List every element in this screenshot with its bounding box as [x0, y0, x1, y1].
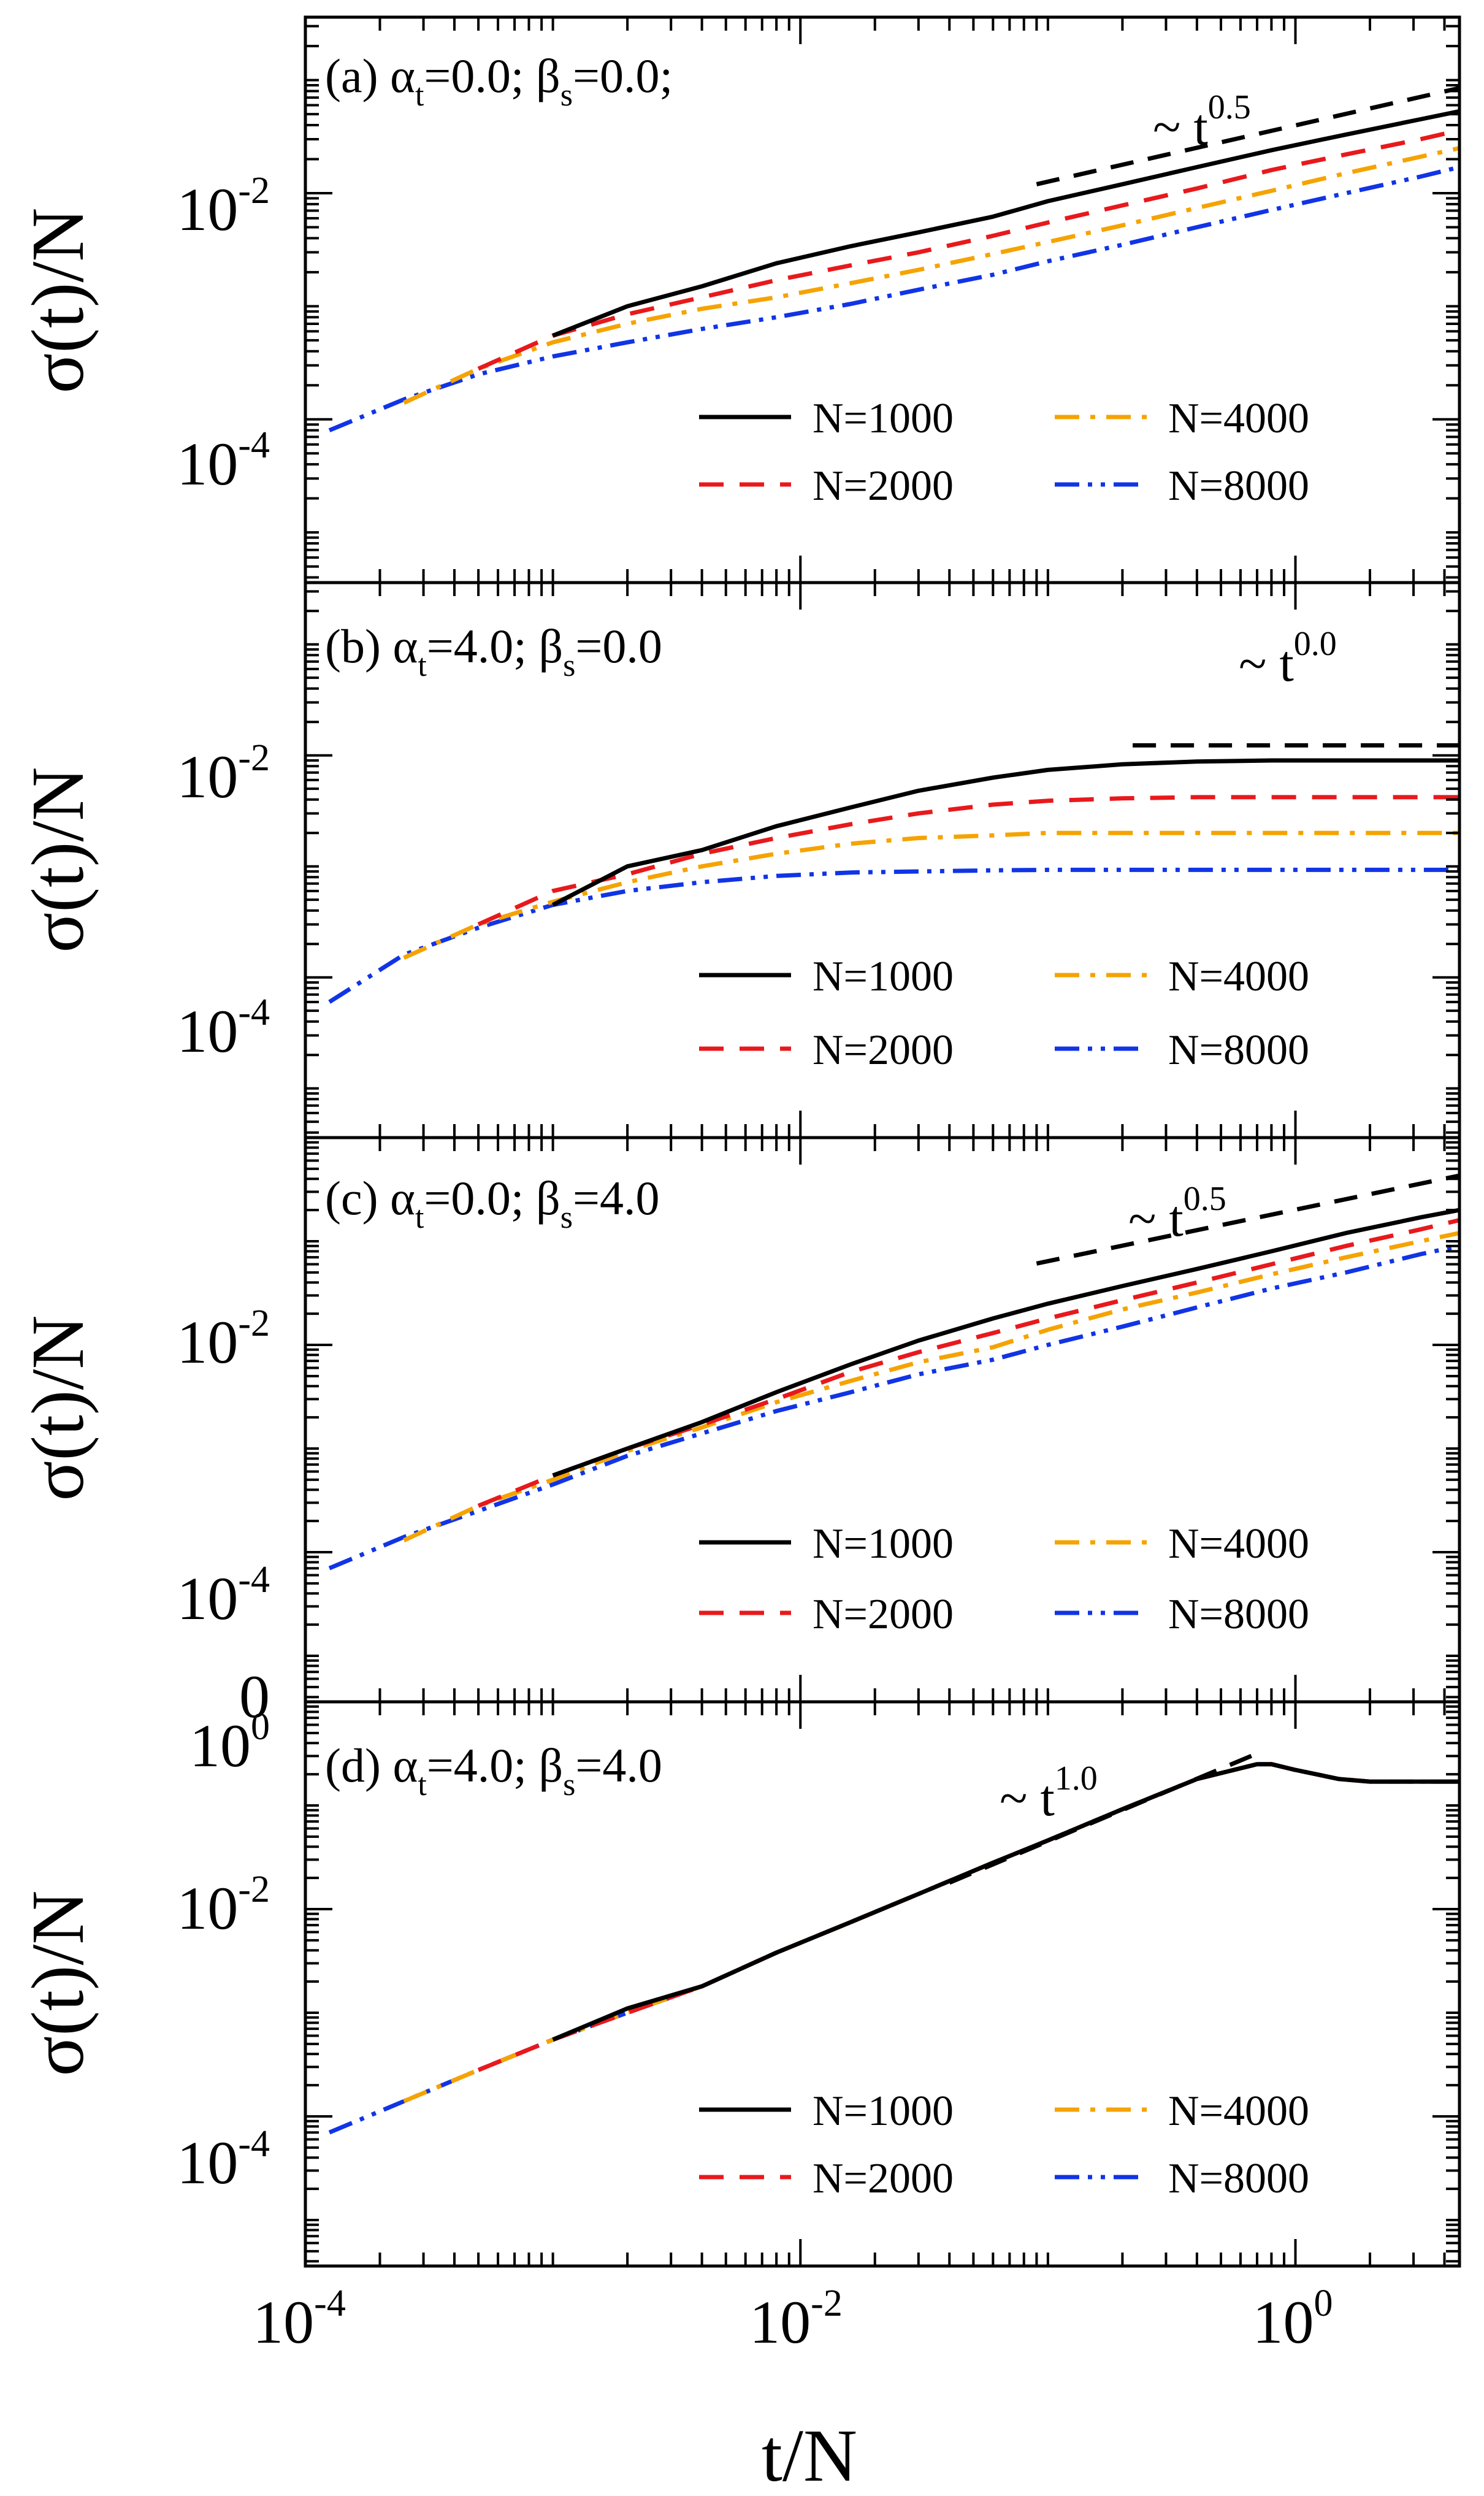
x-tick-label: 100 — [1253, 2283, 1333, 2356]
x-axis-title: t/N — [762, 2414, 857, 2496]
y-axis-title-b: σ(t)/N — [17, 767, 99, 953]
series-line-n-2000 — [477, 128, 1460, 371]
legend: N=1000 N=2000 N=4000 N=8000 — [699, 953, 1309, 1074]
series-line-n-1000 — [552, 109, 1460, 338]
y-tick-label: 10-4 — [177, 2123, 270, 2197]
svg-text:σ(t)/N: σ(t)/N — [17, 1891, 99, 2077]
series-line-n-4000 — [403, 830, 1459, 960]
legend: N=1000 N=2000 N=4000 N=8000 — [699, 395, 1309, 510]
panel-label: (d) αt=4.0; βs=4.0 — [325, 1739, 662, 1802]
legend: N=1000 N=2000 N=4000 N=8000 — [699, 2088, 1309, 2202]
legend: N=1000 N=2000 N=4000 N=8000 — [699, 1520, 1309, 1638]
series-line-n-1000 — [552, 1762, 1459, 2042]
series-line-n-4000 — [403, 1231, 1460, 1542]
legend-label: N=2000 — [813, 1591, 954, 1638]
legend-label: N=8000 — [1168, 1591, 1309, 1638]
slope-guide-line — [948, 1748, 1266, 1885]
slope-annotation: ~ t0.5 — [1128, 1180, 1226, 1247]
legend-label: N=4000 — [1168, 395, 1309, 442]
legend-label: N=8000 — [1168, 2155, 1309, 2202]
panel-label: (c) αt=0.0; βs=4.0 — [325, 1171, 660, 1235]
panel-label: (b) αt=4.0; βs=0.0 — [325, 619, 662, 683]
series-layer-b — [328, 758, 1459, 1004]
tick-layer-c — [304, 1136, 1459, 1702]
series-line-n-1000 — [552, 1208, 1460, 1478]
plot-frame — [304, 1700, 1461, 2268]
slope-layer-c — [1036, 1173, 1460, 1266]
legend-label: N=1000 — [813, 953, 954, 1000]
svg-text:σ(t)/N: σ(t)/N — [17, 767, 99, 953]
legend-label: N=1000 — [813, 1520, 954, 1568]
series-line-n-8000 — [328, 165, 1460, 432]
legend-label: N=1000 — [813, 395, 954, 442]
panel-c: (c) αt=0.0; βs=4.0 ~ t0.5 10-4 10-2 0 N=… — [177, 1136, 1461, 1731]
svg-text:σ(t)/N: σ(t)/N — [17, 1315, 99, 1501]
y-axis-title-c: σ(t)/N — [17, 1315, 99, 1501]
y-tick-label: 100 — [189, 1706, 270, 1780]
slope-layer-a — [1036, 86, 1460, 186]
legend-label: N=2000 — [813, 2155, 954, 2202]
series-line-n-8000 — [328, 1244, 1460, 1571]
y-tick-label: 10-4 — [177, 992, 270, 1065]
legend-label: N=8000 — [1168, 462, 1309, 510]
panel-d: (d) αt=4.0; βs=4.0 ~ t1.0 10-4 10-2 100 … — [177, 1700, 1461, 2268]
y-tick-label: 10-2 — [177, 170, 270, 243]
slope-annotation: ~ t1.0 — [1000, 1759, 1098, 1827]
slope-guide-line — [1036, 1173, 1460, 1266]
series-line-n-8000 — [328, 867, 1459, 1004]
series-line-n-1000 — [551, 758, 1459, 907]
legend-label: N=2000 — [813, 462, 954, 510]
series-layer-a — [328, 109, 1460, 432]
series-layer-d — [328, 1762, 1459, 2135]
legend-label: N=4000 — [1168, 2088, 1309, 2135]
series-layer-c — [328, 1208, 1460, 1571]
x-tick-label: 10-2 — [749, 2283, 843, 2356]
legend-label: N=2000 — [813, 1027, 954, 1074]
legend-label: N=4000 — [1168, 953, 1309, 1000]
slope-guide-line — [1036, 86, 1460, 186]
series-line-n-2000 — [477, 795, 1459, 927]
panel-b: (b) αt=4.0; βs=0.0 ~ t0.0 10-4 10-2 N=10… — [177, 581, 1461, 1139]
slope-annotation: ~ t0.5 — [1153, 88, 1251, 156]
legend-label: N=8000 — [1168, 1027, 1309, 1074]
x-tick-label: 10-4 — [253, 2283, 346, 2356]
svg-text:σ(t)/N: σ(t)/N — [17, 208, 99, 394]
y-axis-title-d: σ(t)/N — [17, 1891, 99, 2077]
y-tick-label: 0 — [239, 1663, 270, 1731]
series-line-n-4000 — [403, 146, 1460, 405]
tick-layer-a — [304, 17, 1459, 583]
y-axis-title-a: σ(t)/N — [17, 208, 99, 394]
legend-label: N=4000 — [1168, 1520, 1309, 1568]
legend-label: N=1000 — [813, 2088, 954, 2135]
y-tick-label: 10-2 — [177, 1303, 270, 1376]
slope-annotation: ~ t0.0 — [1239, 625, 1337, 692]
y-tick-label: 10-2 — [177, 737, 270, 811]
y-tick-label: 10-4 — [177, 1559, 270, 1633]
y-tick-label: 10-2 — [177, 1869, 270, 1942]
slope-layer-d — [948, 1748, 1266, 1885]
panel-label: (a) αt=0.0; βs=0.0; — [325, 49, 673, 113]
y-tick-label: 10-4 — [177, 424, 270, 498]
